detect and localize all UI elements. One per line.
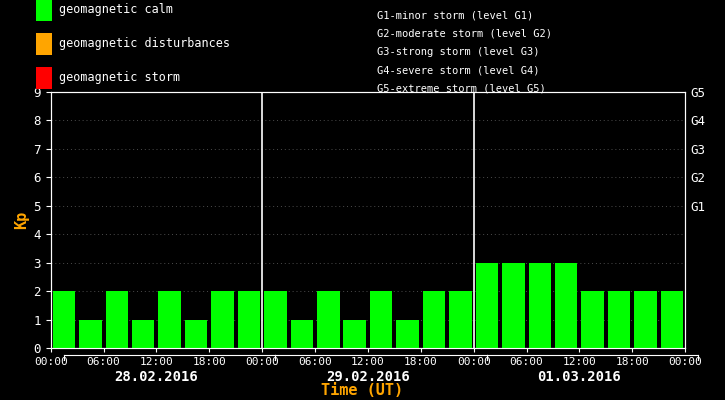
- Text: Time (UT): Time (UT): [321, 383, 404, 398]
- Bar: [159, 291, 181, 348]
- Bar: [502, 263, 525, 348]
- Bar: [476, 263, 498, 348]
- Bar: [79, 320, 102, 348]
- Bar: [370, 291, 392, 348]
- Bar: [211, 291, 233, 348]
- Text: geomagnetic calm: geomagnetic calm: [59, 4, 173, 16]
- Text: G1-minor storm (level G1): G1-minor storm (level G1): [377, 10, 534, 20]
- Bar: [344, 320, 366, 348]
- Bar: [423, 291, 445, 348]
- Bar: [53, 291, 75, 348]
- Bar: [555, 263, 577, 348]
- Bar: [660, 291, 683, 348]
- Bar: [291, 320, 313, 348]
- Bar: [317, 291, 339, 348]
- Bar: [264, 291, 286, 348]
- Text: geomagnetic disturbances: geomagnetic disturbances: [59, 38, 231, 50]
- Bar: [450, 291, 472, 348]
- Bar: [397, 320, 419, 348]
- Y-axis label: Kp: Kp: [14, 211, 29, 229]
- Bar: [106, 291, 128, 348]
- Bar: [581, 291, 604, 348]
- Bar: [634, 291, 657, 348]
- Bar: [608, 291, 630, 348]
- Text: G4-severe storm (level G4): G4-severe storm (level G4): [377, 65, 539, 75]
- Text: 28.02.2016: 28.02.2016: [115, 370, 199, 384]
- Text: G2-moderate storm (level G2): G2-moderate storm (level G2): [377, 28, 552, 38]
- Bar: [132, 320, 154, 348]
- Text: 29.02.2016: 29.02.2016: [326, 370, 410, 384]
- Bar: [529, 263, 551, 348]
- Text: G5-extreme storm (level G5): G5-extreme storm (level G5): [377, 84, 546, 94]
- Bar: [185, 320, 207, 348]
- Text: geomagnetic storm: geomagnetic storm: [59, 72, 181, 84]
- Text: G3-strong storm (level G3): G3-strong storm (level G3): [377, 47, 539, 57]
- Text: 01.03.2016: 01.03.2016: [537, 370, 621, 384]
- Bar: [238, 291, 260, 348]
